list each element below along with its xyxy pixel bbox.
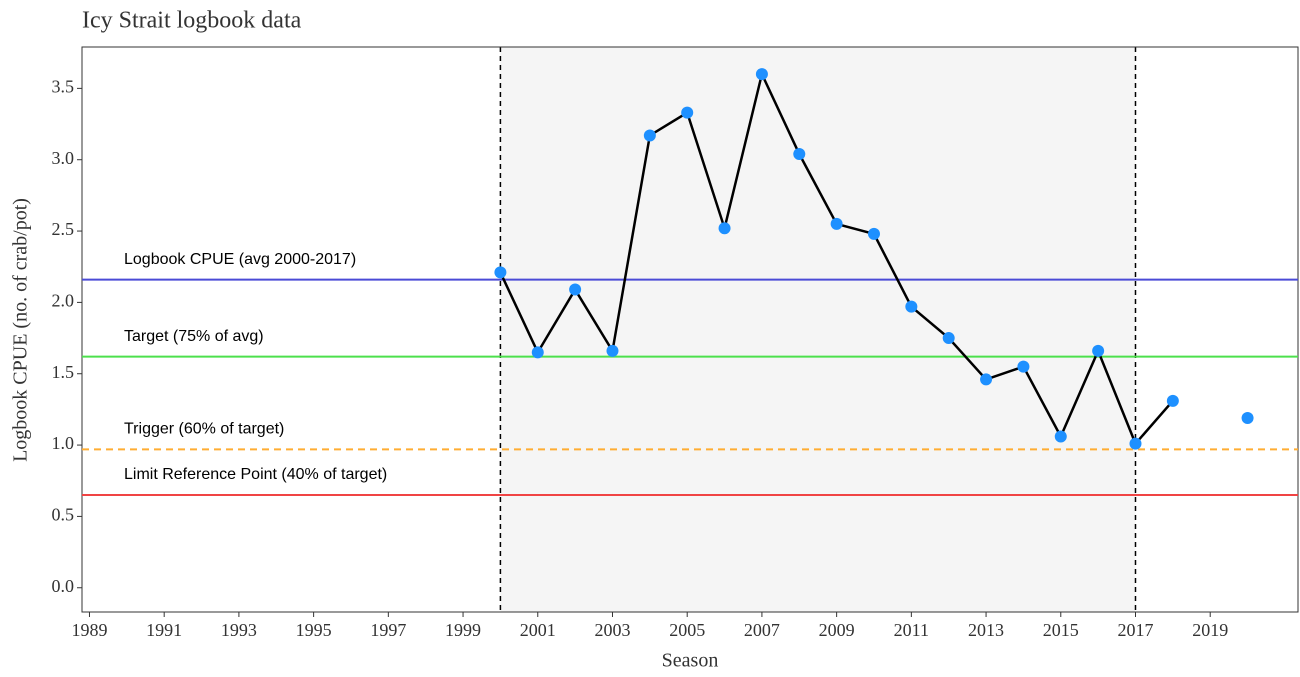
x-tick-label: 1999 [445,620,481,640]
data-point [1241,411,1254,424]
y-tick-label: 1.5 [52,362,75,382]
reference-label: Trigger (60% of target) [124,421,284,438]
x-tick-label: 2003 [594,620,630,640]
data-point [718,222,731,235]
reference-label: Limit Reference Point (40% of target) [124,466,387,483]
y-tick-label: 3.5 [52,77,75,97]
x-tick-label: 1993 [221,620,257,640]
x-tick-label: 2001 [520,620,556,640]
chart-title: Icy Strait logbook data [82,8,302,34]
x-tick-label: 2011 [894,620,929,640]
x-tick-label: 1989 [71,620,107,640]
plot-frame [81,46,1299,613]
y-axis-label: Logbook CPUE (no. of crab/pot) [10,198,32,462]
y-tick-label: 0.0 [52,576,75,596]
data-point [531,346,544,359]
x-tick-label: 2017 [1117,620,1153,640]
highlight-region [500,47,1136,612]
data-point [755,68,768,81]
data-point [867,227,880,240]
x-tick-label: 1991 [146,620,182,640]
data-point [1129,437,1142,450]
x-tick-label: 1997 [370,620,406,640]
data-point [1017,360,1030,373]
data-point [905,300,918,313]
x-tick-label: 2007 [744,620,780,640]
y-tick-label: 3.0 [52,148,75,168]
data-point [569,283,582,296]
x-tick-label: 2019 [1192,620,1228,640]
data-point [830,217,843,230]
data-point [643,129,656,142]
x-tick-label: 2013 [968,620,1004,640]
data-point [681,106,694,119]
data-point [793,148,806,161]
data-point [494,266,507,279]
x-axis-label: Season [662,650,719,672]
y-tick-label: 1.0 [52,433,75,453]
x-tick-label: 2015 [1043,620,1079,640]
y-tick-label: 2.5 [52,219,75,239]
data-point [942,332,955,345]
x-tick-label: 2009 [819,620,855,640]
data-point [1092,344,1105,357]
reference-label: Logbook CPUE (avg 2000-2017) [124,251,356,268]
data-point [1054,430,1067,443]
data-point [1166,394,1179,407]
y-tick-label: 0.5 [52,505,75,525]
y-tick-label: 2.0 [52,291,75,311]
reference-label: Target (75% of avg) [124,328,264,345]
data-point [980,373,993,386]
x-tick-label: 2005 [669,620,705,640]
data-point [606,344,619,357]
x-tick-label: 1995 [296,620,332,640]
